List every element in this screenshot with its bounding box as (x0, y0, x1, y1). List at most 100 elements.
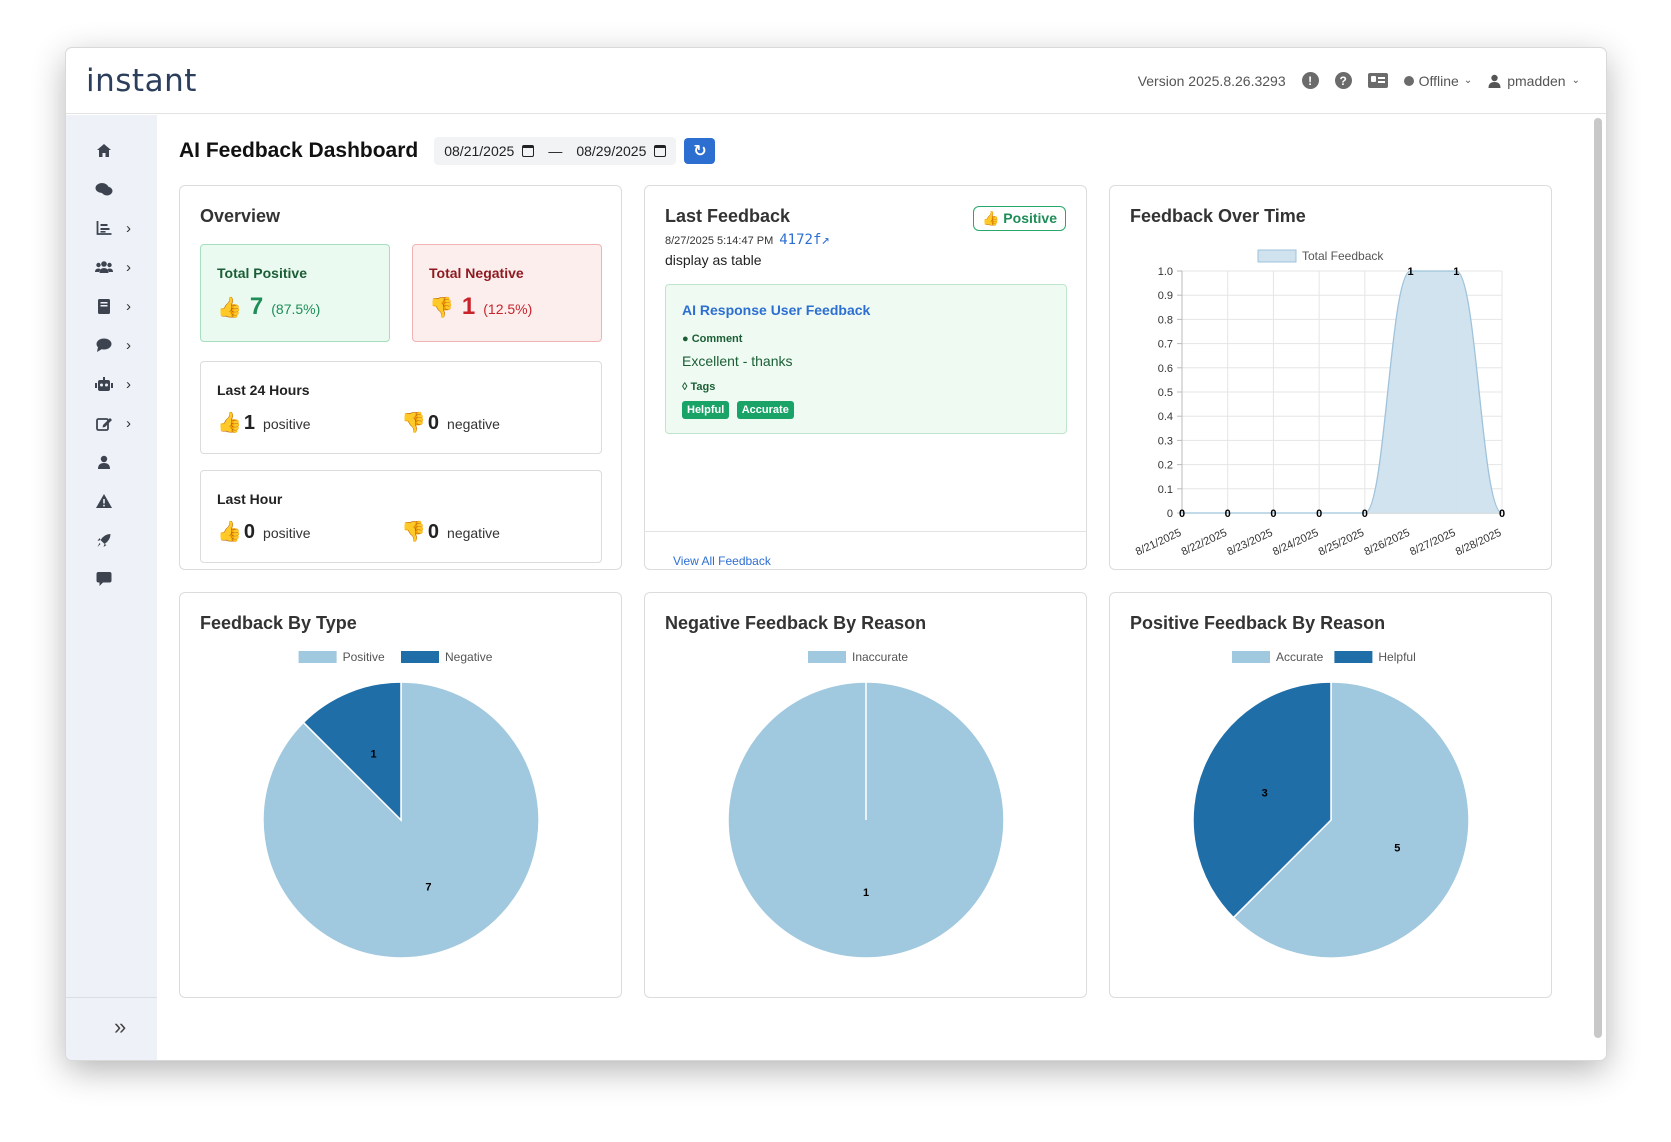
legend-label: Inaccurate (852, 650, 908, 664)
tag-helpful: Helpful (682, 401, 730, 419)
data-label: 0 (1316, 508, 1322, 520)
x-tick-label: 8/25/2025 (1317, 527, 1366, 559)
collapse-icon[interactable]: » (114, 1014, 127, 1039)
last-24-negative: 👎 0 negative (401, 410, 500, 435)
comment-heading: ● Comment (682, 333, 742, 345)
last-24-negative-count: 0 (427, 412, 440, 434)
y-tick-label: 0 (1167, 508, 1173, 520)
calendar-icon[interactable] (522, 145, 535, 157)
help-icon[interactable]: ? (1334, 72, 1352, 89)
last-24-positive-count: 1 (243, 412, 256, 434)
sidebar-item-users[interactable]: › (94, 255, 144, 279)
feedback-over-time-title: Feedback Over Time (1130, 206, 1306, 226)
pie-data-label: 1 (863, 887, 869, 899)
chevron-right-icon: › (126, 414, 131, 432)
total-negative-value: 1 (461, 293, 476, 320)
top-bar-right: Version 2025.8.26.3293 ! ? Offline ⌄ pma… (1138, 72, 1580, 89)
thumbs-up-icon: 👍 (217, 412, 242, 434)
data-label: 0 (1270, 508, 1276, 520)
sidebar-item-comments[interactable] (94, 567, 144, 591)
chevron-right-icon: › (126, 297, 131, 315)
user-name: pmadden (1507, 72, 1566, 89)
status-dropdown[interactable]: Offline ⌄ (1403, 73, 1473, 89)
view-all-feedback-link[interactable]: View All Feedback (673, 554, 771, 568)
legend-swatch (1334, 651, 1373, 663)
app-window: instant Version 2025.8.26.3293 ! ? Offli… (66, 48, 1606, 1060)
negative-word: negative (447, 416, 500, 432)
person-icon (98, 455, 110, 469)
legend-swatch (808, 651, 846, 663)
overview-card: Overview Total Positive 👍 7 (87.5%) Tota… (179, 185, 622, 570)
positive-badge: 👍 Positive (972, 206, 1066, 231)
date-from-value: 08/21/2025 (444, 143, 515, 159)
series-line-total-feedback (1182, 270, 1503, 514)
last-feedback-timestamp: 8/27/2025 5:14:47 PM (665, 235, 774, 247)
sidebar-item-reports[interactable]: › (94, 216, 144, 240)
x-tick-label: 8/24/2025 (1271, 527, 1320, 559)
legend-label: Negative (445, 650, 493, 664)
data-label: 0 (1225, 508, 1231, 520)
negative-feedback-chart: Inaccurate 1 (727, 650, 1005, 959)
positive-feedback-title: Positive Feedback By Reason (1130, 613, 1386, 633)
status-dot-icon (1403, 75, 1414, 86)
ai-response-title: AI Response User Feedback (682, 302, 871, 318)
feedback-by-type-chart: Positive Negative 7 1 (262, 650, 540, 959)
total-negative-box: Total Negative 👎 1 (12.5%) (412, 244, 602, 342)
alert-icon[interactable]: ! (1301, 72, 1319, 89)
chevron-right-icon: › (126, 375, 131, 393)
book-icon (98, 298, 110, 314)
sidebar-item-alerts[interactable] (94, 489, 144, 513)
sidebar-item-home[interactable] (94, 138, 144, 162)
last-hour-positive: 👍 0 positive (217, 519, 311, 544)
data-label: 1 (1453, 266, 1459, 278)
y-tick-label: 0.2 (1158, 460, 1173, 472)
date-range-picker: 08/21/2025 — 08/29/2025 (434, 137, 677, 165)
comment-icon: ● (682, 333, 689, 345)
card-footer-divider (645, 531, 1086, 532)
refresh-button[interactable]: ↻ (684, 138, 716, 164)
sidebar-item-profile[interactable] (94, 450, 144, 474)
user-menu[interactable]: pmadden ⌄ (1488, 73, 1580, 89)
positive-word: positive (263, 416, 311, 432)
thumbs-down-icon: 👎 (401, 521, 426, 543)
bot-icon (95, 376, 113, 391)
users-icon (95, 261, 113, 273)
pie-slice (262, 681, 540, 959)
conversation-link[interactable]: 4172f↗ (779, 232, 830, 248)
pie-slice (302, 681, 402, 822)
id-card-icon[interactable] (1367, 73, 1388, 88)
app-logo[interactable]: instant (86, 62, 197, 99)
sidebar-item-bot[interactable]: › (94, 372, 144, 396)
data-label: 0 (1179, 508, 1185, 520)
legend-label: Accurate (1276, 650, 1324, 664)
last-hour-negative: 👎 0 negative (401, 519, 500, 544)
version-label: Version 2025.8.26.3293 (1137, 72, 1286, 89)
x-tick-label: 8/21/2025 (1134, 527, 1183, 559)
vertical-scrollbar[interactable] (1594, 118, 1602, 1038)
legend-swatch (1257, 249, 1297, 263)
sidebar-divider (66, 997, 157, 998)
thumbs-down-icon: 👎 (401, 412, 426, 434)
sidebar-item-book[interactable]: › (94, 294, 144, 318)
x-tick-label: 8/23/2025 (1225, 527, 1274, 559)
chevron-down-icon: ⌄ (1571, 75, 1580, 86)
total-positive-value-row: 👍 7 (87.5%) (217, 293, 320, 321)
chevron-down-icon: ⌄ (1463, 75, 1473, 86)
tag-icon: ◊ (682, 381, 688, 393)
chats-icon (95, 182, 113, 195)
last-hour-box: Last Hour 👍 0 positive 👎 0 negative (200, 470, 602, 563)
y-tick-label: 0.3 (1158, 435, 1173, 447)
date-from-field[interactable]: 08/21/2025 (444, 143, 535, 159)
positive-word: positive (263, 525, 311, 541)
sidebar-item-chats[interactable] (94, 177, 144, 201)
user-icon (1488, 74, 1501, 88)
tags-row: Helpful Accurate (682, 400, 797, 419)
total-negative-label: Total Negative (429, 265, 524, 281)
sidebar-item-messages[interactable]: › (94, 333, 144, 357)
date-to-field[interactable]: 08/29/2025 (576, 143, 667, 159)
sidebar-item-edit[interactable]: › (94, 411, 144, 435)
sidebar-item-launch[interactable] (94, 528, 144, 552)
calendar-icon[interactable] (654, 145, 667, 157)
series-area-total-feedback (1182, 271, 1502, 513)
chevron-right-icon: › (126, 336, 131, 354)
